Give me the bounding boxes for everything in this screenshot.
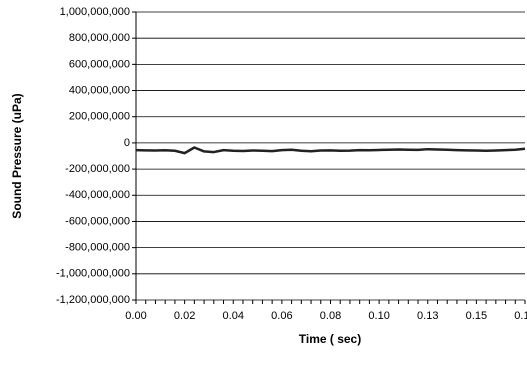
- x-tick-label: 0.17: [514, 310, 527, 322]
- x-tick-label: 0.10: [368, 310, 389, 322]
- y-tick-label: 400,000,000: [69, 84, 130, 96]
- x-tick-label: 0.15: [466, 310, 487, 322]
- y-tick-label: 200,000,000: [69, 111, 130, 123]
- x-tick-label: 0.13: [417, 310, 438, 322]
- x-tick-label: 0.08: [320, 310, 341, 322]
- y-axis-title: Sound Pressure (uPa): [10, 93, 24, 218]
- y-tick-label: -1,000,000,000: [56, 268, 130, 280]
- y-tick-label: -200,000,000: [65, 163, 130, 175]
- y-tick-label: -800,000,000: [65, 242, 130, 254]
- y-tick-label: 600,000,000: [69, 58, 130, 70]
- y-tick-label: -1,200,000,000: [56, 294, 130, 306]
- x-tick-label: 0.06: [271, 310, 292, 322]
- x-axis-title: Time ( sec): [299, 332, 361, 346]
- x-tick-label: 0.02: [174, 310, 195, 322]
- x-tick-label: 0.00: [125, 310, 146, 322]
- y-tick-label: 800,000,000: [69, 32, 130, 44]
- y-tick-label: -600,000,000: [65, 215, 130, 227]
- data-line: [135, 146, 526, 155]
- y-tick-label: -400,000,000: [65, 189, 130, 201]
- x-tick-label: 0.04: [223, 310, 244, 322]
- y-tick-label: 0: [124, 137, 130, 149]
- y-tick-label: 1,000,000,000: [60, 6, 130, 18]
